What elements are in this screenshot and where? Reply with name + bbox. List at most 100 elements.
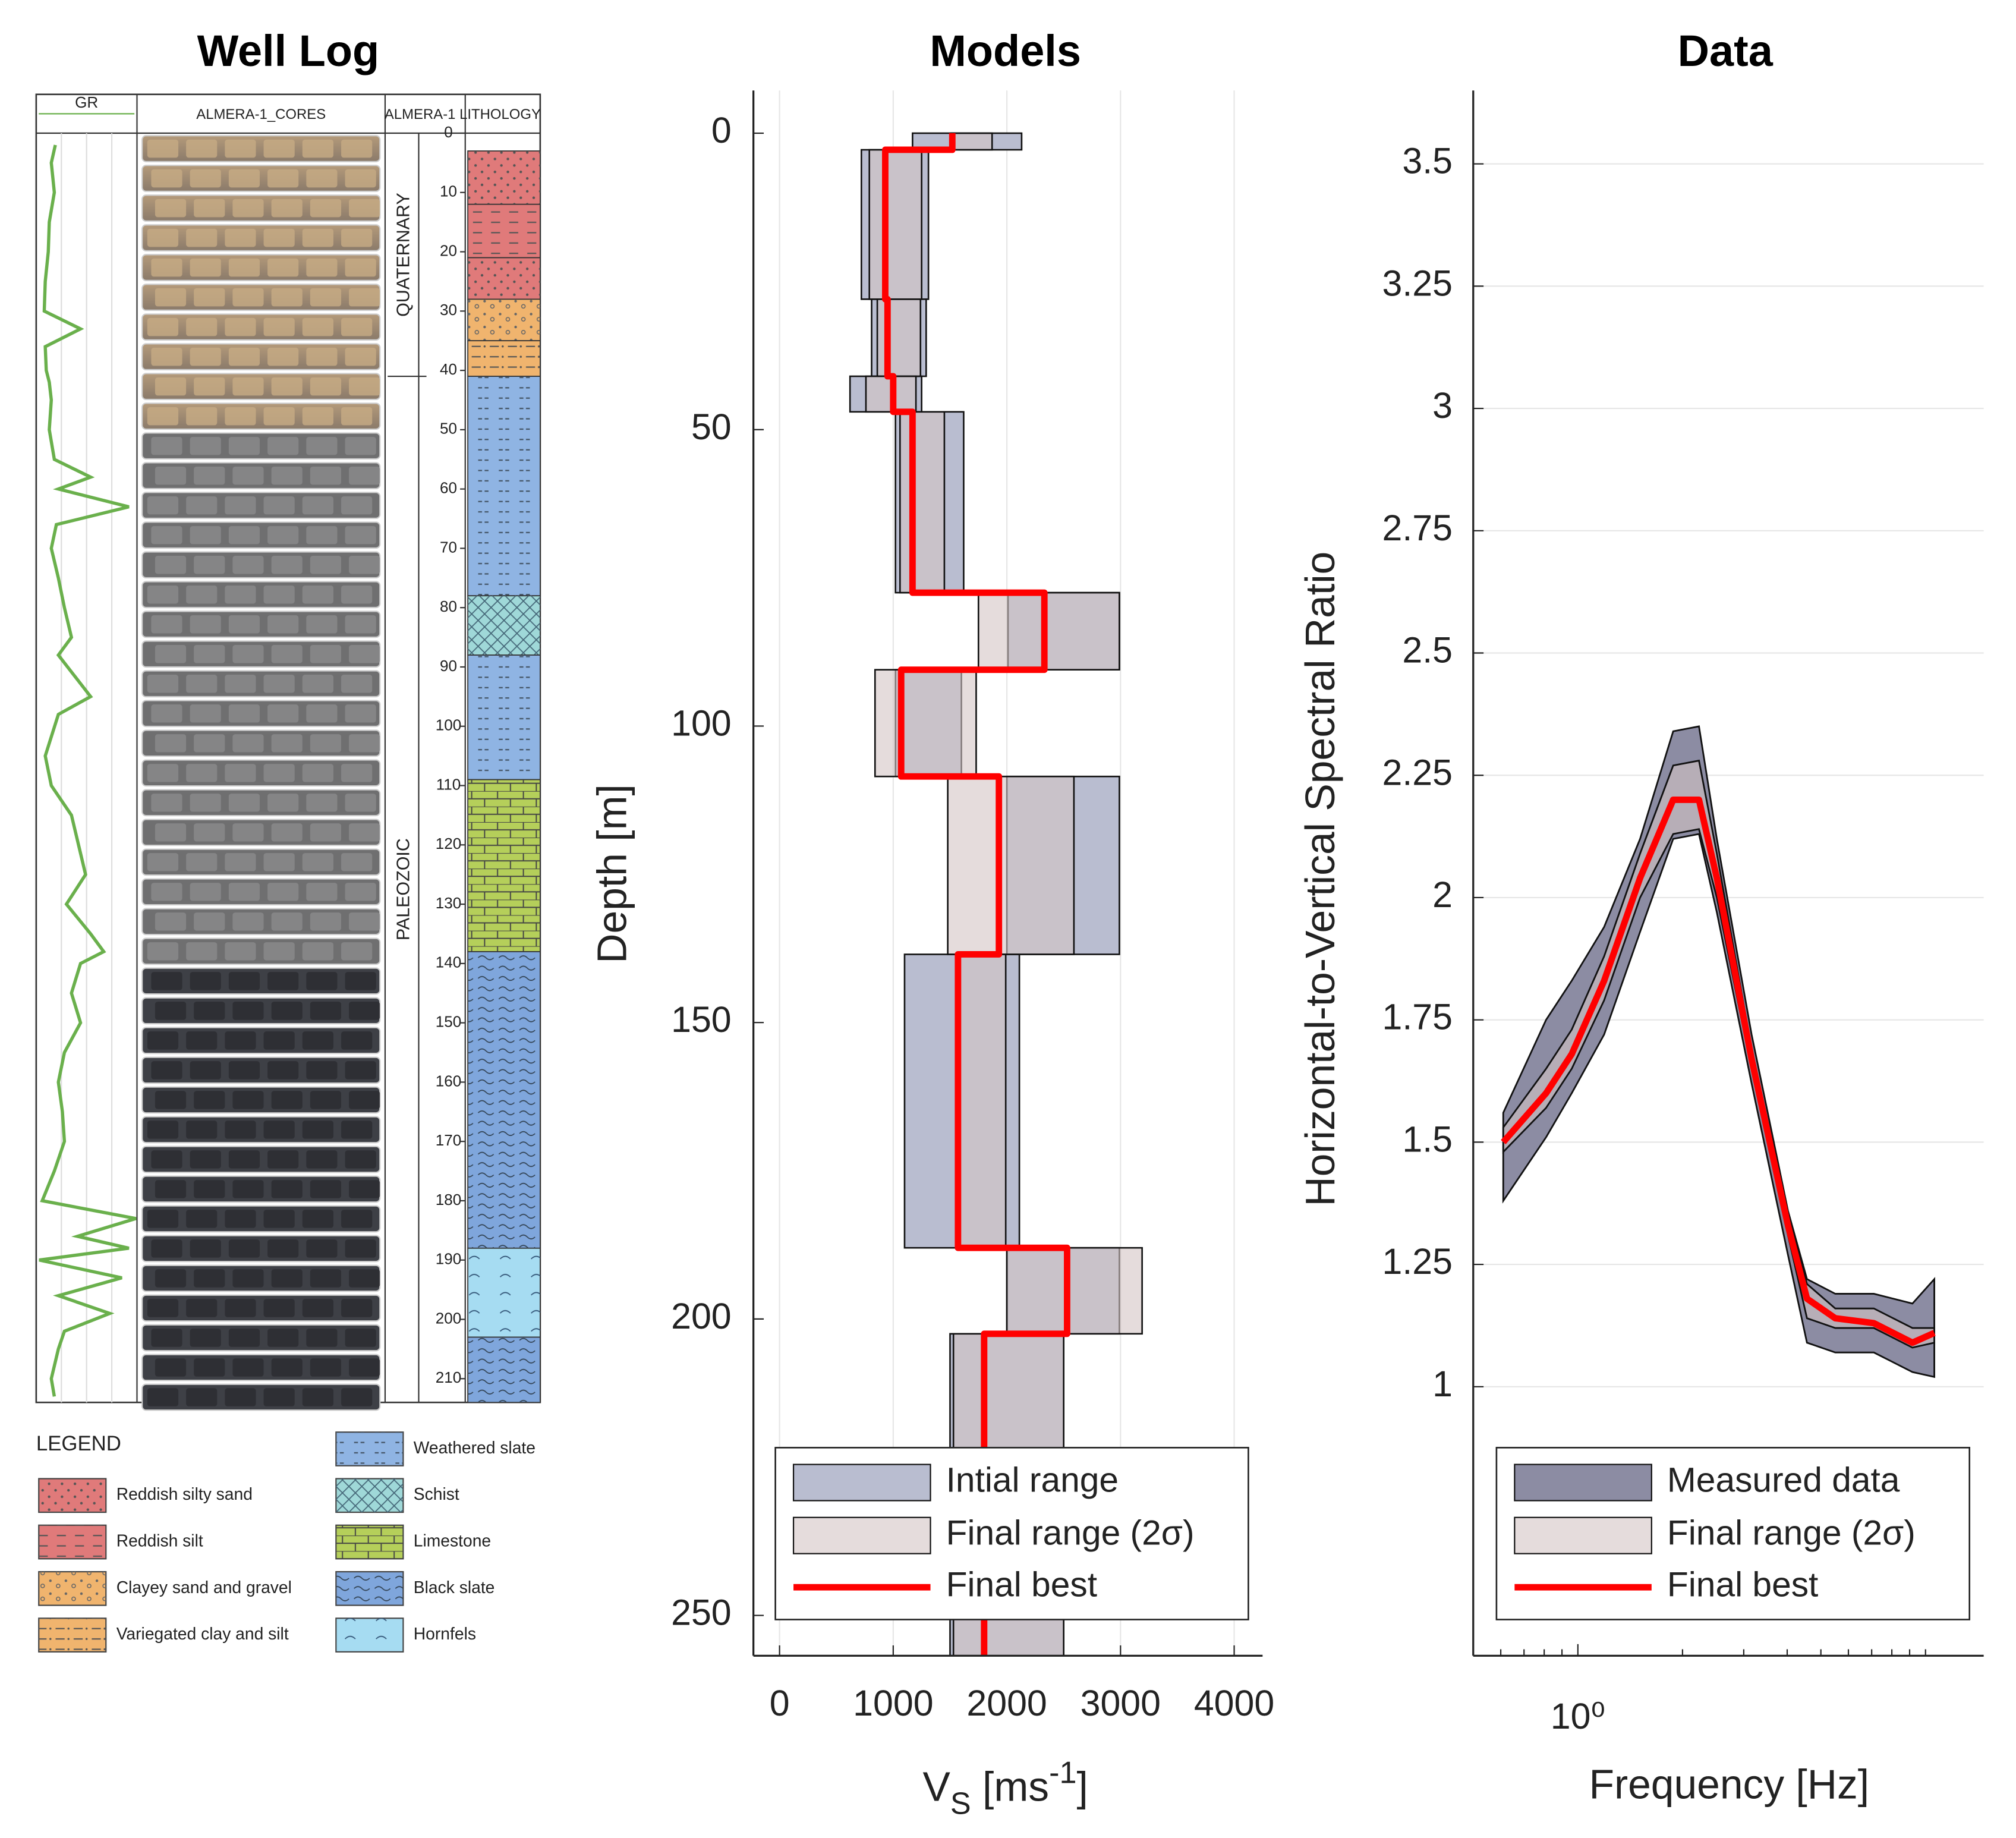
legend-label: Reddish silty sand — [116, 1484, 253, 1503]
legend-swatch — [792, 1464, 931, 1502]
core-piece — [263, 228, 295, 247]
core-piece — [194, 1091, 225, 1109]
core-piece — [225, 317, 256, 336]
core-piece — [271, 288, 303, 307]
legend-label: Hornfels — [414, 1624, 476, 1643]
core-piece — [194, 1002, 225, 1020]
core-piece — [349, 1180, 380, 1198]
core-piece — [310, 734, 342, 753]
depth-label: 120 — [436, 835, 462, 852]
x-label-part: -1 — [1049, 1755, 1076, 1790]
core-piece — [306, 525, 338, 545]
core-piece — [341, 853, 373, 871]
core-piece — [228, 1329, 260, 1347]
legend-label: Weathered slate — [414, 1438, 536, 1457]
core-piece — [194, 734, 225, 753]
core-piece — [155, 645, 187, 663]
core-piece — [271, 1180, 303, 1198]
core-piece — [302, 496, 333, 515]
core-piece — [341, 317, 373, 336]
y-tick-label: 2.25 — [1382, 752, 1452, 792]
legend-pattern — [336, 1618, 404, 1652]
core-piece — [155, 377, 187, 396]
lithology-pattern — [468, 150, 540, 204]
legend-label: Intial range — [946, 1461, 1119, 1500]
core-piece — [190, 972, 221, 990]
core-piece — [225, 764, 256, 782]
core-piece — [147, 1210, 179, 1228]
core-piece — [302, 675, 333, 693]
core-piece — [302, 1210, 333, 1228]
core-piece — [232, 912, 264, 931]
core-piece — [306, 615, 338, 634]
core-piece — [345, 347, 376, 366]
panel-title: Models — [930, 26, 1081, 75]
core-piece — [263, 496, 295, 515]
y-axis-label: Horizontal-to-Vertical Spectral Ratio — [1297, 552, 1343, 1207]
core-piece — [225, 1031, 256, 1050]
y-tick-label: 1.5 — [1402, 1119, 1453, 1159]
core-piece — [341, 942, 373, 961]
core-piece — [310, 199, 342, 218]
era-label: PALEOZOIC — [393, 838, 414, 940]
core-piece — [190, 883, 221, 901]
core-piece — [302, 228, 333, 247]
core-piece — [155, 1358, 187, 1377]
lithology-pattern — [468, 1248, 540, 1337]
core-piece — [228, 347, 260, 366]
lithology-pattern — [468, 204, 540, 258]
depth-label: 20 — [440, 241, 457, 259]
core-piece — [267, 1239, 299, 1258]
legend-label: Final best — [946, 1566, 1097, 1604]
core-piece — [194, 199, 225, 218]
core-piece — [194, 288, 225, 307]
depth-label: 210 — [436, 1368, 462, 1386]
core-piece — [302, 1299, 333, 1317]
core-piece — [186, 228, 218, 247]
core-piece — [263, 1299, 295, 1317]
core-piece — [345, 1061, 376, 1079]
core-piece — [147, 942, 179, 961]
core-piece — [186, 1121, 218, 1139]
core-piece — [155, 199, 187, 218]
track-label: ALMERA-1_CORES — [196, 106, 326, 122]
lithology-pattern — [468, 376, 540, 596]
core-piece — [225, 586, 256, 604]
legend-title: LEGEND — [36, 1433, 121, 1455]
core-piece — [147, 1388, 179, 1406]
core-piece — [155, 823, 187, 842]
core-piece — [186, 1210, 218, 1228]
legend-pattern — [336, 1478, 404, 1513]
core-piece — [302, 586, 333, 604]
core-piece — [306, 169, 338, 188]
core-piece — [310, 1002, 342, 1020]
core-piece — [190, 794, 221, 812]
core-piece — [194, 1358, 225, 1377]
lithology-pattern — [468, 299, 540, 341]
core-piece — [341, 1121, 373, 1139]
core-piece — [341, 586, 373, 604]
depth-label: 130 — [436, 894, 462, 912]
depth-label: 170 — [436, 1131, 462, 1149]
core-piece — [263, 1388, 295, 1406]
core-piece — [151, 258, 182, 277]
depth-label: 30 — [440, 301, 457, 319]
legend-label: Variegated clay and silt — [116, 1624, 289, 1643]
y-tick-label: 100 — [671, 703, 732, 744]
core-piece — [306, 258, 338, 277]
core-piece — [345, 436, 376, 455]
core-piece — [155, 466, 187, 485]
core-piece — [147, 496, 179, 515]
core-piece — [263, 764, 295, 782]
core-piece — [349, 912, 380, 931]
core-piece — [302, 317, 333, 336]
core-piece — [302, 139, 333, 158]
core-piece — [232, 377, 264, 396]
core-piece — [271, 377, 303, 396]
core-piece — [349, 377, 380, 396]
core-piece — [310, 556, 342, 574]
core-piece — [225, 1121, 256, 1139]
core-piece — [349, 734, 380, 753]
y-tick-label: 0 — [711, 110, 732, 150]
core-piece — [341, 1299, 373, 1317]
